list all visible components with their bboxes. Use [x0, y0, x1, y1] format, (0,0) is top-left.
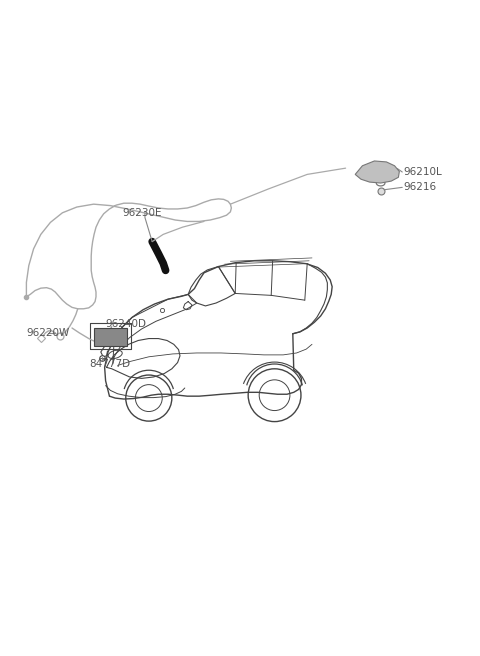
Text: 96230E: 96230E [122, 208, 162, 218]
Text: 96216: 96216 [403, 182, 436, 192]
Text: 96220W: 96220W [26, 328, 70, 338]
Bar [94, 328, 127, 346]
Polygon shape [355, 161, 399, 183]
Text: 96210L: 96210L [403, 167, 442, 177]
Text: 96240D: 96240D [106, 319, 146, 329]
Text: 84777D: 84777D [89, 359, 130, 369]
